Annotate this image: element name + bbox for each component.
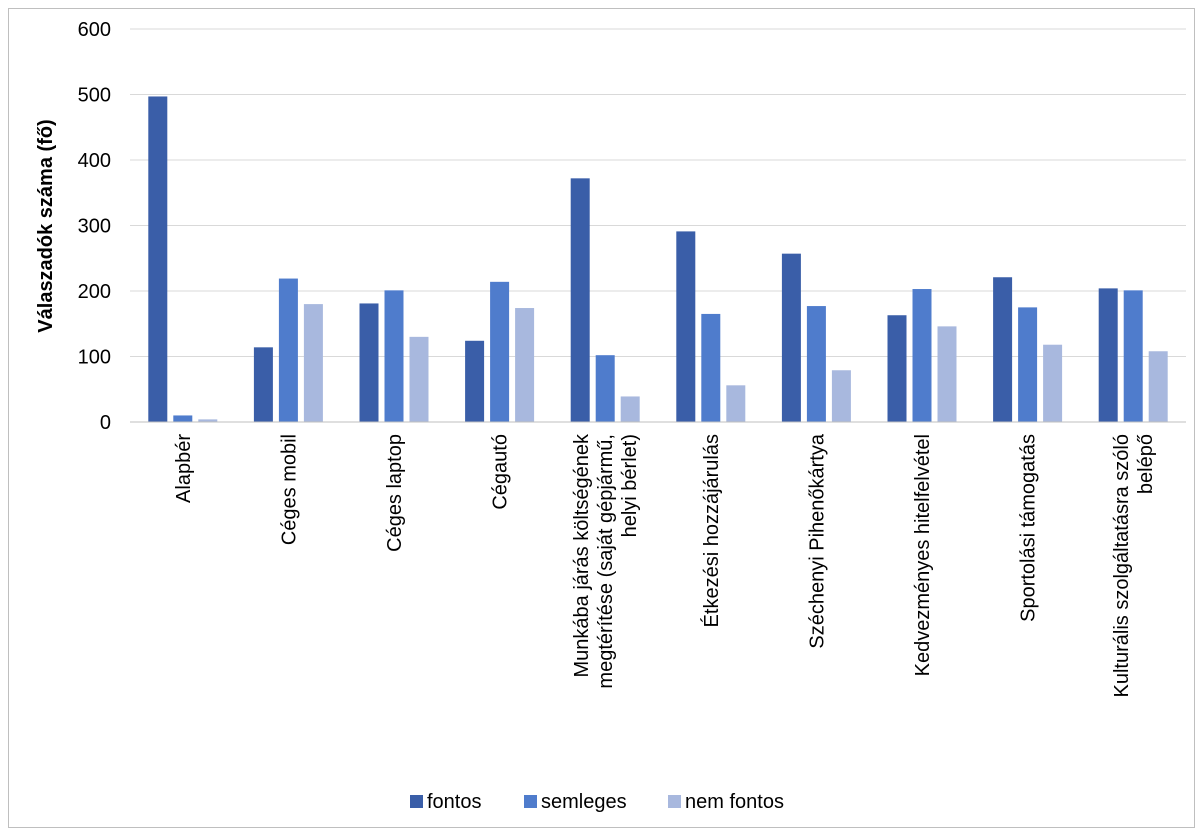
y-axis-ticks: 0 100 200 300 400 500 600 (78, 19, 111, 434)
y-tick-label: 100 (78, 347, 111, 369)
bars (148, 96, 1168, 422)
category-label-line: Alapbér (173, 434, 195, 503)
bar-fontos (1098, 288, 1118, 422)
category-label-line: Céges laptop (384, 434, 406, 552)
bar-semleges (1018, 307, 1038, 422)
x-axis-categories: Alapbér Céges mobil Céges laptop Cégautó Mun… (173, 433, 1157, 697)
category-label-line: Céges mobil (278, 434, 300, 545)
bar-semleges (912, 289, 932, 422)
legend-swatch (410, 795, 423, 808)
category-label-line: belépő (1135, 434, 1157, 494)
bar-fontos (781, 253, 801, 422)
y-tick-label: 200 (78, 281, 111, 303)
category-label: Céges mobil (278, 434, 300, 545)
category-label-line: Széchenyi Pihenőkártya (806, 433, 828, 648)
category-label: Kedvezményes hitelfelvétel (912, 434, 934, 676)
bar-semleges (490, 281, 510, 422)
category-label-line: Cégautó (490, 434, 512, 510)
bar-semleges (278, 278, 298, 422)
bar-nem-fontos (303, 304, 323, 422)
bar-nem-fontos (831, 370, 851, 422)
y-tick-label: 500 (78, 85, 111, 107)
category-label: Alapbér (173, 434, 195, 503)
bar-semleges (595, 355, 615, 422)
bar-semleges (806, 306, 826, 422)
bar-fontos (676, 231, 696, 422)
bar-nem-fontos (937, 326, 957, 422)
bar-fontos (148, 96, 168, 422)
bar-nem-fontos (515, 308, 535, 422)
legend-swatch (524, 795, 537, 808)
bar-fontos (253, 347, 273, 422)
bar-fontos (570, 178, 590, 422)
category-label: Cégautó (490, 434, 512, 510)
category-label-line: helyi bérlet) (619, 434, 641, 537)
y-tick-label: 0 (100, 412, 111, 434)
category-label: Sportolási támogatás (1018, 434, 1040, 622)
bar-nem-fontos (409, 336, 429, 422)
category-label: Étkezési hozzájárulás (700, 434, 723, 627)
bar-fontos (465, 340, 485, 422)
category-label-line: megtérítése (saját gépjármű, (595, 434, 617, 689)
category-label-line: Munkába járás költségének (571, 433, 593, 677)
legend-swatch (668, 795, 681, 808)
bar-fontos (887, 315, 907, 422)
bar-nem-fontos (1043, 344, 1063, 422)
category-label: Kulturális szolgáltatásra szóló belépő (1111, 434, 1157, 697)
bar-nem-fontos (620, 396, 640, 422)
legend-label: nem fontos (685, 791, 784, 813)
bar-nem-fontos (726, 385, 746, 422)
y-tick-label: 300 (78, 216, 111, 238)
bar-semleges (384, 290, 404, 422)
y-axis-label: Válaszadók száma (fő) (35, 119, 57, 332)
bar-fontos (359, 303, 379, 422)
category-label: Széchenyi Pihenőkártya (806, 433, 828, 648)
category-label-line: Kedvezményes hitelfelvétel (912, 434, 934, 676)
category-label-line: Kulturális szolgáltatásra szóló (1111, 434, 1133, 697)
legend: fontos semleges nem fontos (410, 791, 784, 813)
bar-fontos (993, 277, 1013, 422)
legend-label: semleges (541, 791, 627, 813)
bar-semleges (701, 313, 721, 422)
y-tick-label: 600 (78, 19, 111, 41)
y-tick-label: 400 (78, 150, 111, 172)
category-label-line: Sportolási támogatás (1018, 434, 1040, 622)
legend-label: fontos (427, 791, 481, 813)
bar-nem-fontos (1148, 351, 1168, 422)
category-label-line: Étkezési hozzájárulás (700, 434, 723, 627)
bar-semleges (173, 415, 193, 422)
category-label: Munkába járás költségének megtérítése (sa… (571, 433, 641, 689)
category-label: Céges laptop (384, 434, 406, 552)
bar-semleges (1123, 290, 1143, 422)
bar-nem-fontos (198, 419, 218, 422)
